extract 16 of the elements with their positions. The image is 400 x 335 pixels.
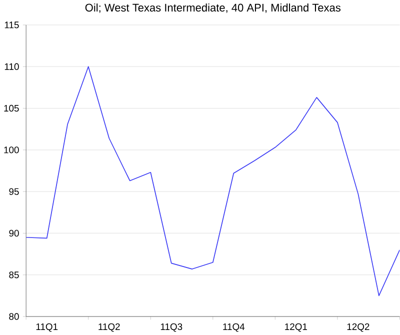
line-series [26,66,400,296]
y-tick-label: 95 [9,188,19,195]
x-tick-label: 11Q4 [223,323,245,332]
x-tick-label: 11Q3 [160,323,182,332]
x-tick-label: 11Q1 [36,323,58,332]
x-tick-label: 12Q2 [347,323,370,332]
chart-title: Oil; West Texas Intermediate, 40 API, Midland Texas [85,3,340,13]
y-tick-label: 90 [9,230,19,236]
x-tick-label: 12Q1 [285,323,307,332]
y-tick-label: 115 [4,22,19,28]
x-tick-label: 11Q2 [98,323,120,332]
y-tick-label: 105 [4,104,19,112]
y-tick-label: 110 [4,63,19,70]
y-tick-label: 80 [9,313,19,320]
y-tick-label: 85 [9,271,19,278]
y-tick-label: 100 [4,146,19,154]
